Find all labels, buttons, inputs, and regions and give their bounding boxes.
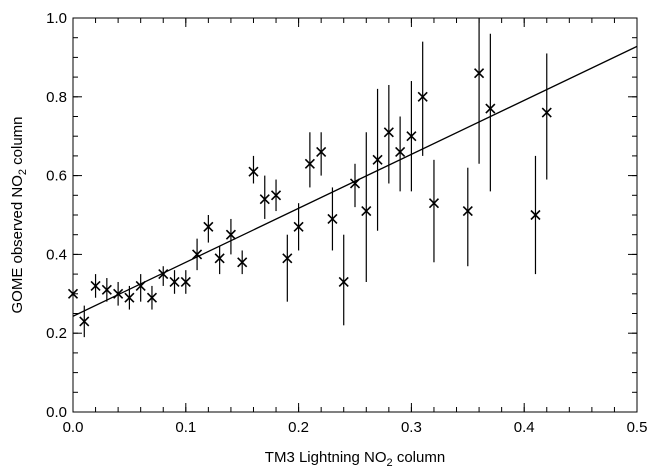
marker-stroke bbox=[248, 166, 259, 177]
marker-stroke bbox=[474, 68, 485, 79]
data-point bbox=[541, 107, 552, 118]
data-point bbox=[530, 209, 541, 221]
x-tick-label: 0.5 bbox=[627, 419, 648, 436]
x-axis-title: TM3 Lightning NO2 column bbox=[265, 449, 445, 466]
data-point bbox=[203, 221, 214, 232]
marker-stroke bbox=[180, 276, 191, 288]
y-tick-label: 0.4 bbox=[46, 246, 67, 263]
marker-stroke bbox=[485, 103, 496, 114]
marker-stroke bbox=[304, 158, 315, 169]
data-point bbox=[237, 257, 248, 268]
data-point bbox=[79, 316, 90, 327]
data-point bbox=[361, 205, 372, 217]
plot-area bbox=[67, 18, 638, 338]
marker-stroke bbox=[169, 276, 180, 288]
y-axis-title-subscript: 2 bbox=[17, 169, 29, 175]
y-axis-title-end: column bbox=[9, 116, 26, 169]
marker-stroke bbox=[225, 229, 236, 240]
marker-stroke bbox=[135, 280, 146, 291]
marker-stroke bbox=[383, 127, 394, 138]
marker-stroke bbox=[428, 198, 440, 209]
data-point bbox=[169, 276, 180, 288]
data-point bbox=[395, 146, 406, 158]
marker-stroke bbox=[327, 213, 338, 225]
data-point bbox=[270, 190, 282, 201]
marker-stroke bbox=[417, 91, 428, 102]
data-point bbox=[293, 221, 304, 232]
y-tick-label: 1.0 bbox=[46, 10, 67, 27]
marker-stroke bbox=[270, 190, 282, 201]
data-point bbox=[101, 284, 112, 295]
marker-stroke bbox=[349, 178, 361, 189]
data-point bbox=[225, 229, 236, 240]
data-point bbox=[214, 253, 225, 264]
marker-stroke bbox=[203, 221, 214, 232]
x-axis-title-subscript: 2 bbox=[387, 457, 393, 466]
data-point bbox=[113, 288, 124, 299]
data-point bbox=[158, 269, 169, 280]
marker-stroke bbox=[541, 107, 552, 118]
axis-ticks: 0.0 0.1 0.2 0.3 0.4 0.5 0.0 0.2 0.4 0.6 0.8 1.0 bbox=[46, 10, 647, 436]
y-axis-title: GOME observed NO2 column bbox=[9, 116, 29, 313]
marker-stroke bbox=[293, 221, 304, 232]
data-point bbox=[327, 213, 338, 225]
marker-stroke bbox=[124, 292, 135, 303]
marker-stroke bbox=[146, 292, 158, 303]
data-point bbox=[316, 146, 327, 158]
data-point bbox=[146, 292, 158, 303]
data-point bbox=[338, 276, 349, 288]
x-tick-label: 0.2 bbox=[288, 419, 309, 436]
marker-stroke bbox=[214, 253, 225, 264]
marker-stroke bbox=[530, 209, 541, 221]
data-point bbox=[406, 131, 417, 142]
data-point bbox=[192, 249, 203, 260]
x-axis-title-end: column bbox=[393, 449, 446, 466]
marker-stroke bbox=[113, 288, 124, 299]
marker-stroke bbox=[259, 194, 270, 205]
marker-stroke bbox=[79, 316, 90, 327]
marker-stroke bbox=[462, 205, 473, 217]
y-tick-label: 0.2 bbox=[46, 325, 67, 342]
data-point bbox=[485, 103, 496, 114]
y-axis-title-main: GOME observed NO bbox=[9, 175, 26, 313]
marker-stroke bbox=[282, 253, 293, 264]
data-point bbox=[383, 127, 394, 138]
x-tick-label: 0.4 bbox=[514, 419, 535, 436]
y-tick-label: 0.8 bbox=[46, 89, 67, 106]
data-point bbox=[304, 158, 315, 169]
y-tick-label: 0.0 bbox=[46, 404, 67, 421]
data-point bbox=[282, 253, 293, 264]
x-tick-label: 0.0 bbox=[63, 419, 84, 436]
marker-stroke bbox=[316, 146, 327, 158]
data-point bbox=[135, 280, 146, 291]
marker-stroke bbox=[406, 131, 417, 142]
x-axis-title-main: TM3 Lightning NO bbox=[265, 449, 387, 466]
marker-stroke bbox=[361, 205, 372, 217]
marker-stroke bbox=[192, 249, 203, 260]
data-point bbox=[180, 276, 191, 288]
marker-stroke bbox=[237, 257, 248, 268]
x-tick-label: 0.3 bbox=[401, 419, 422, 436]
data-point bbox=[417, 91, 428, 102]
marker-stroke bbox=[158, 269, 169, 280]
marker-stroke bbox=[101, 284, 112, 295]
data-point bbox=[124, 292, 135, 303]
data-point bbox=[248, 166, 259, 177]
data-point bbox=[349, 178, 361, 189]
data-point bbox=[462, 205, 473, 217]
y-tick-label: 0.6 bbox=[46, 168, 67, 185]
plot-frame bbox=[72, 17, 638, 413]
data-point bbox=[90, 280, 101, 291]
data-point bbox=[372, 154, 383, 165]
marker-stroke bbox=[395, 146, 406, 158]
x-tick-label: 0.1 bbox=[175, 419, 196, 436]
data-point bbox=[474, 68, 485, 79]
marker-stroke bbox=[338, 276, 349, 288]
marker-stroke bbox=[372, 154, 383, 165]
marker-stroke bbox=[90, 280, 101, 291]
data-point bbox=[428, 198, 440, 209]
data-point bbox=[259, 194, 270, 205]
